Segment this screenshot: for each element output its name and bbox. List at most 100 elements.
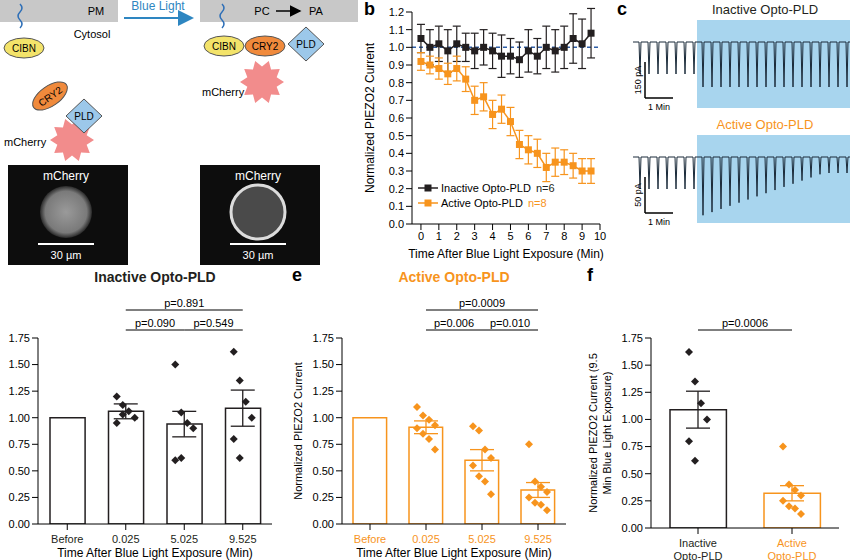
svg-text:1.1: 1.1 [389,24,404,36]
svg-text:0.7: 0.7 [389,94,404,106]
svg-text:10: 10 [594,230,606,242]
svg-text:0.8: 0.8 [389,77,404,89]
svg-text:0.50: 0.50 [313,465,334,477]
svg-text:30 µm: 30 µm [51,249,82,261]
svg-text:PM: PM [88,5,105,17]
svg-text:0.3: 0.3 [389,165,404,177]
svg-text:1.00: 1.00 [9,412,30,424]
svg-text:Inactive Opto-PLD: Inactive Opto-PLD [94,269,215,285]
svg-text:mCherry: mCherry [8,136,47,148]
svg-text:1.75: 1.75 [9,332,30,344]
svg-text:1.75: 1.75 [313,332,334,344]
svg-text:1.2: 1.2 [389,6,404,18]
svg-text:Active Opto-PLD: Active Opto-PLD [398,269,509,285]
svg-text:mCherry: mCherry [235,169,281,183]
svg-text:8: 8 [561,230,567,242]
svg-text:1.25: 1.25 [9,385,30,397]
svg-text:b: b [364,0,375,19]
svg-text:1.25: 1.25 [313,385,334,397]
svg-text:7: 7 [543,230,549,242]
svg-text:p=0.549: p=0.549 [193,317,233,329]
svg-text:4: 4 [490,230,496,242]
svg-text:InactiveOpto-PLD: InactiveOpto-PLD [674,537,723,560]
svg-text:Before: Before [354,533,386,545]
svg-text:1.75: 1.75 [622,332,643,344]
svg-text:Before: Before [51,533,83,545]
svg-text:1 Min: 1 Min [648,217,670,227]
svg-text:CIBN: CIBN [12,43,36,54]
svg-text:Time After Blue Light Exposure: Time After Blue Light Exposure (Min) [57,546,253,560]
svg-text:0.25: 0.25 [622,495,643,507]
svg-text:Time After Blue Light Exposure: Time After Blue Light Exposure (Min) [356,546,552,560]
svg-text:0.025: 0.025 [112,533,140,545]
svg-text:50 pA: 50 pA [633,183,643,207]
svg-text:1.50: 1.50 [313,358,334,370]
svg-text:0.75: 0.75 [9,438,30,450]
svg-text:9: 9 [579,230,585,242]
svg-text:Time After Blue Light Exposure: Time After Blue Light Exposure (Min) [408,247,604,261]
svg-text:mCherry: mCherry [43,169,89,183]
svg-text:1.50: 1.50 [9,358,30,370]
svg-text:5: 5 [507,230,513,242]
svg-text:6: 6 [525,230,531,242]
svg-text:1 Min: 1 Min [648,102,670,112]
svg-text:0.025: 0.025 [412,533,440,545]
svg-text:1.0: 1.0 [389,41,404,53]
svg-text:p=0.891: p=0.891 [164,297,204,309]
svg-text:0.75: 0.75 [313,438,334,450]
svg-text:Normalized PIEZO2 Current: Normalized PIEZO2 Current [363,42,377,193]
svg-text:0: 0 [418,230,424,242]
svg-text:3: 3 [472,230,478,242]
svg-text:0.9: 0.9 [389,59,404,71]
svg-text:p=0.090: p=0.090 [135,317,175,329]
svg-text:1.50: 1.50 [622,359,643,371]
svg-text:PA: PA [309,5,324,17]
svg-text:0.25: 0.25 [9,491,30,503]
svg-text:1.00: 1.00 [622,413,643,425]
svg-text:p=0.0009: p=0.0009 [459,297,505,309]
svg-text:0.25: 0.25 [313,491,334,503]
svg-text:0.00: 0.00 [9,518,30,530]
svg-text:Min Blue Light Exposure): Min Blue Light Exposure) [601,372,613,495]
svg-text:ActiveOpto-PLD: ActiveOpto-PLD [768,537,817,560]
svg-text:mCherry: mCherry [202,86,245,98]
svg-text:2: 2 [454,230,460,242]
svg-text:1.00: 1.00 [313,412,334,424]
svg-text:0.4: 0.4 [389,147,404,159]
svg-text:5.025: 5.025 [170,533,198,545]
svg-text:0.6: 0.6 [389,112,404,124]
svg-text:Normalized PIEZO2 Current: Normalized PIEZO2 Current [292,362,304,500]
svg-text:0.2: 0.2 [389,183,404,195]
svg-text:PC: PC [254,5,269,17]
svg-text:Normalized PIEZO2 Current (9.5: Normalized PIEZO2 Current (9.5 [587,353,599,513]
svg-text:0.75: 0.75 [622,440,643,452]
svg-text:30 µm: 30 µm [243,249,274,261]
svg-text:0.0: 0.0 [389,218,404,230]
svg-text:p=0.006: p=0.006 [434,317,474,329]
svg-text:CRY2: CRY2 [252,41,279,52]
svg-text:f: f [587,266,594,285]
svg-text:PLD: PLD [74,111,93,122]
svg-text:0.50: 0.50 [622,468,643,480]
svg-text:150 pA: 150 pA [633,66,643,95]
svg-text:0.1: 0.1 [389,200,404,212]
svg-text:Cytosol: Cytosol [74,28,111,40]
svg-text:CRY2: CRY2 [36,84,64,108]
svg-text:CIBN: CIBN [212,41,236,52]
svg-text:0.5: 0.5 [389,130,404,142]
svg-text:Inactive Opto-PLD: Inactive Opto-PLD [712,2,818,17]
svg-text:9.525: 9.525 [229,533,257,545]
svg-text:1: 1 [436,230,442,242]
svg-text:5.025: 5.025 [468,533,496,545]
svg-text:0.00: 0.00 [622,522,643,534]
svg-text:Active Opto-PLD: Active Opto-PLD [717,117,814,132]
svg-text:c: c [617,0,627,19]
svg-text:0.00: 0.00 [313,518,334,530]
svg-text:e: e [292,266,302,285]
svg-text:PLD: PLD [296,39,315,50]
svg-text:1.25: 1.25 [622,386,643,398]
svg-text:Blue Light: Blue Light [131,0,185,13]
svg-text:p=0.010: p=0.010 [490,317,530,329]
svg-text:p=0.0006: p=0.0006 [722,317,768,329]
svg-text:9.525: 9.525 [524,533,552,545]
